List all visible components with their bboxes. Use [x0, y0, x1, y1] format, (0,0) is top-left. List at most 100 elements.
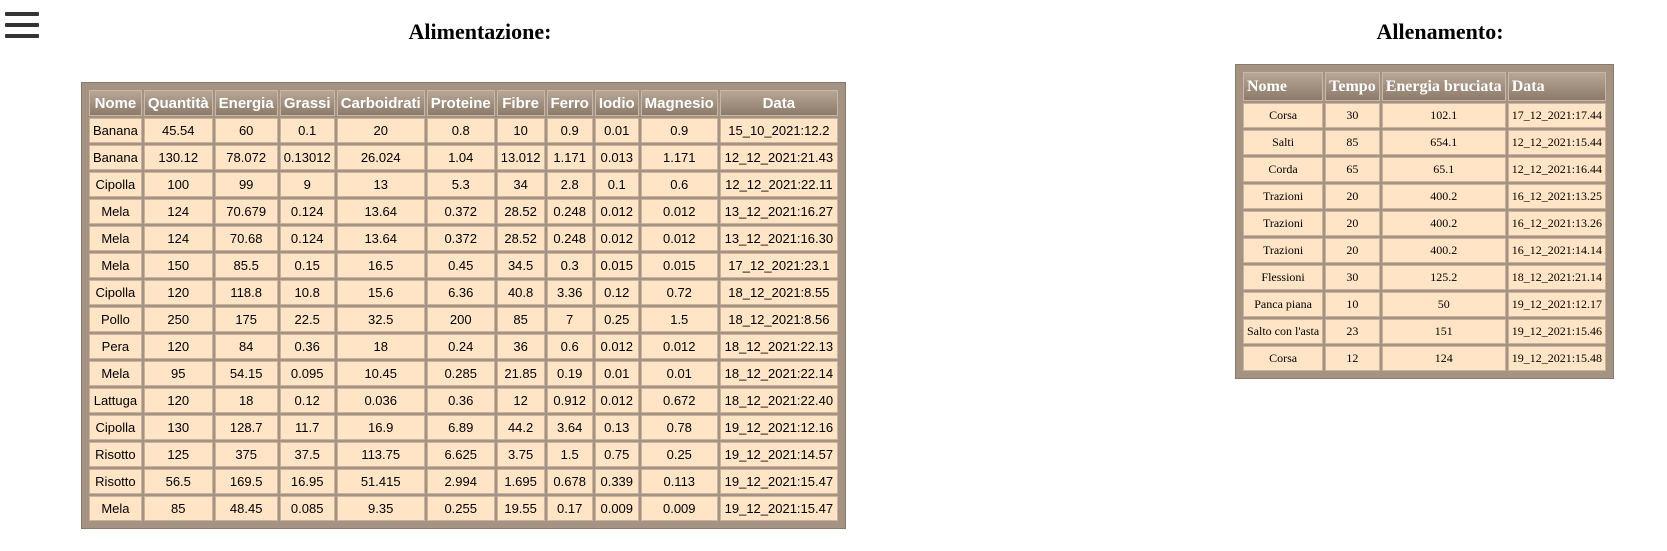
- table-cell: 1.5: [546, 442, 593, 467]
- table-cell: 12_12_2021:21.43: [719, 145, 838, 170]
- table-cell: 6.625: [426, 442, 495, 467]
- table-cell: 56.5: [143, 469, 213, 494]
- table-cell: 124: [1381, 346, 1506, 371]
- table-cell: 84: [214, 334, 278, 359]
- table-cell: 124: [143, 226, 213, 251]
- table-cell: 250: [143, 307, 213, 332]
- table-cell: 400.2: [1381, 211, 1506, 236]
- table-cell: 19.55: [496, 496, 545, 521]
- table-cell: 50: [1381, 292, 1506, 317]
- table-cell: 12: [1325, 346, 1380, 371]
- table-cell: 0.012: [594, 334, 639, 359]
- table-cell: 102.1: [1381, 103, 1506, 128]
- table-cell: 0.248: [546, 199, 593, 224]
- table-cell: 0.9: [546, 118, 593, 143]
- table-cell: 100: [143, 172, 213, 197]
- table-cell: 19_12_2021:12.17: [1507, 292, 1607, 317]
- table-cell: 19_12_2021:15.46: [1507, 319, 1607, 344]
- table-cell: 18_12_2021:22.40: [719, 388, 838, 413]
- table-row: Mela 124 70.68 0.124 13.64 0.372 28.52 0.248 0.0…: [89, 226, 838, 251]
- table-row: Pera 120 84 0.36 18 0.24 36 0.6 0.012 0.012 18_12_…: [89, 334, 838, 359]
- table-cell: 18_12_2021:22.13: [719, 334, 838, 359]
- table-cell: 30: [1325, 103, 1380, 128]
- table-row: Trazioni 20 400.2 16_12_2021:14.14: [1243, 238, 1607, 263]
- table-cell: 0.012: [594, 199, 639, 224]
- table-cell: 34.5: [496, 253, 545, 278]
- table-cell: 16_12_2021:14.14: [1507, 238, 1607, 263]
- table-row: Salto con l'asta 23 151 19_12_2021:15.46: [1243, 319, 1607, 344]
- table-cell: 6.89: [426, 415, 495, 440]
- table-cell: Cipolla: [89, 280, 142, 305]
- table-cell: 0.912: [546, 388, 593, 413]
- table-cell: 18_12_2021:8.56: [719, 307, 838, 332]
- column-header: Proteine: [426, 90, 495, 116]
- table-row: Cipolla 100 99 9 13 5.3 34 2.8 0.1 0.6 12_12_2021:…: [89, 172, 838, 197]
- table-cell: 0.372: [426, 226, 495, 251]
- table-row: Lattuga 120 18 0.12 0.036 0.36 12 0.912 0.012 0.6…: [89, 388, 838, 413]
- table-cell: Trazioni: [1243, 184, 1324, 209]
- table-header-row: Nome Quantità Energia Grassi Carboidrati Prot…: [89, 90, 838, 116]
- table-cell: 0.255: [426, 496, 495, 521]
- table-cell: 13.012: [496, 145, 545, 170]
- table-cell: 125.2: [1381, 265, 1506, 290]
- table-cell: 3.64: [546, 415, 593, 440]
- table-cell: 118.8: [214, 280, 278, 305]
- alimentazione-table-frame: Nome Quantità Energia Grassi Carboidrati Prot…: [82, 83, 845, 528]
- table-row: Salti 85 654.1 12_12_2021:15.44: [1243, 130, 1607, 155]
- table-cell: 0.012: [594, 388, 639, 413]
- table-cell: 120: [143, 280, 213, 305]
- table-cell: 1.171: [640, 145, 718, 170]
- table-row: Corda 65 65.1 12_12_2021:16.44: [1243, 157, 1607, 182]
- table-cell: 0.248: [546, 226, 593, 251]
- table-cell: 151: [1381, 319, 1506, 344]
- table-cell: 32.5: [336, 307, 425, 332]
- table-cell: 0.015: [594, 253, 639, 278]
- table-row: Trazioni 20 400.2 16_12_2021:13.25: [1243, 184, 1607, 209]
- column-header: Energia bruciata: [1381, 72, 1506, 101]
- table-cell: 21.85: [496, 361, 545, 386]
- table-cell: 0.339: [594, 469, 639, 494]
- table-cell: 654.1: [1381, 130, 1506, 155]
- table-cell: Flessioni: [1243, 265, 1324, 290]
- table-cell: 0.75: [594, 442, 639, 467]
- table-cell: 0.15: [279, 253, 335, 278]
- table-cell: 13: [336, 172, 425, 197]
- table-row: Cipolla 130 128.7 11.7 16.9 6.89 44.2 3.64 0.13 0…: [89, 415, 838, 440]
- column-header: Ferro: [546, 90, 593, 116]
- table-row: Mela 150 85.5 0.15 16.5 0.45 34.5 0.3 0.015 0.015…: [89, 253, 838, 278]
- table-cell: 0.36: [279, 334, 335, 359]
- table-cell: 0.095: [279, 361, 335, 386]
- table-cell: Mela: [89, 496, 142, 521]
- table-cell: 3.75: [496, 442, 545, 467]
- table-cell: 65.1: [1381, 157, 1506, 182]
- table-cell: 0.1: [594, 172, 639, 197]
- table-cell: 15_10_2021:12.2: [719, 118, 838, 143]
- table-cell: 15.6: [336, 280, 425, 305]
- table-cell: Trazioni: [1243, 238, 1324, 263]
- table-cell: 13_12_2021:16.30: [719, 226, 838, 251]
- alimentazione-title: Alimentazione:: [408, 19, 552, 44]
- table-cell: 130.12: [143, 145, 213, 170]
- table-cell: 0.01: [594, 118, 639, 143]
- table-cell: 40.8: [496, 280, 545, 305]
- table-row: Trazioni 20 400.2 16_12_2021:13.26: [1243, 211, 1607, 236]
- table-cell: 10.8: [279, 280, 335, 305]
- table-cell: 124: [143, 199, 213, 224]
- table-cell: Salti: [1243, 130, 1324, 155]
- table-cell: 18_12_2021:8.55: [719, 280, 838, 305]
- table-cell: 95: [143, 361, 213, 386]
- table-cell: 85: [496, 307, 545, 332]
- table-cell: 0.78: [640, 415, 718, 440]
- column-header: Data: [719, 90, 838, 116]
- table-row: Mela 95 54.15 0.095 10.45 0.285 21.85 0.19 0.01 0…: [89, 361, 838, 386]
- table-row: Risotto 125 375 37.5 113.75 6.625 3.75 1.5 0.75 0…: [89, 442, 838, 467]
- column-header: Carboidrati: [336, 90, 425, 116]
- hamburger-menu-icon[interactable]: [5, 12, 39, 39]
- table-cell: 0.085: [279, 496, 335, 521]
- allenamento-table-frame: Nome Tempo Energia bruciata Data Corsa 30 102…: [1236, 65, 1614, 378]
- column-header: Energia: [214, 90, 278, 116]
- table-cell: 12_12_2021:22.11: [719, 172, 838, 197]
- table-row: Risotto 56.5 169.5 16.95 51.415 2.994 1.695 0.6…: [89, 469, 838, 494]
- table-cell: 11.7: [279, 415, 335, 440]
- table-cell: 0.01: [640, 361, 718, 386]
